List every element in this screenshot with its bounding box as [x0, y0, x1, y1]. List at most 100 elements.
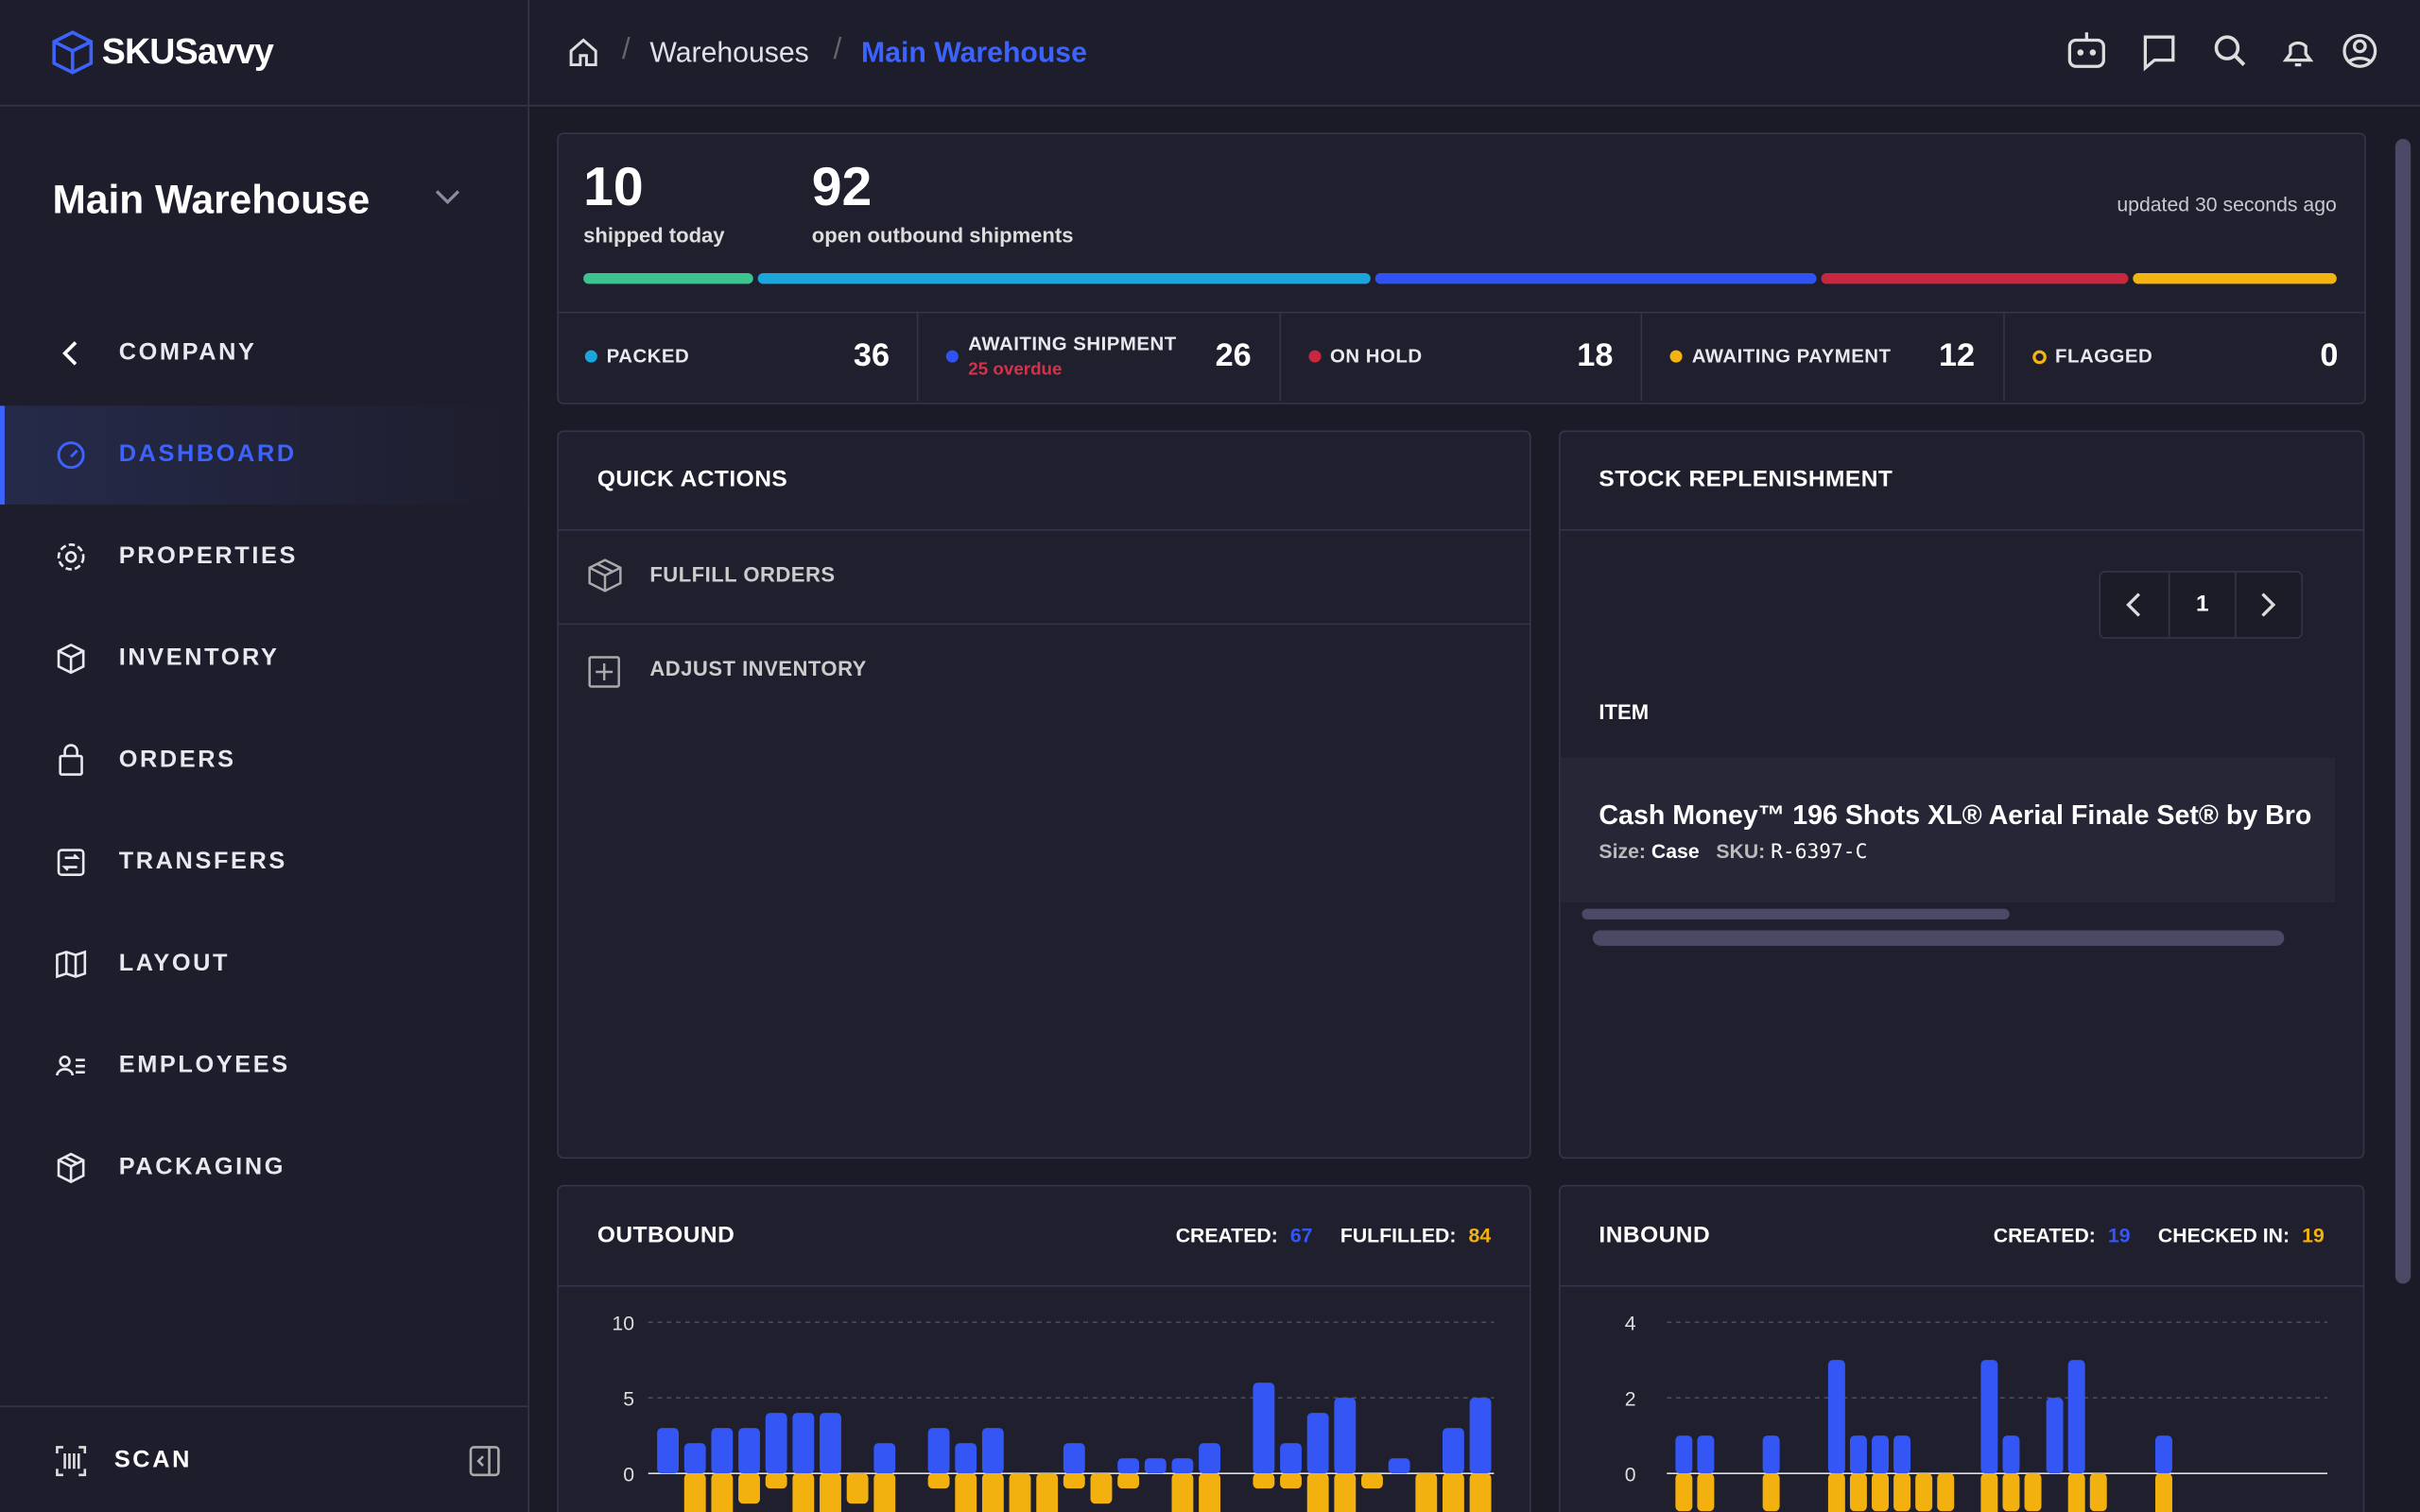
fulfilled-bar	[927, 1473, 950, 1489]
warehouse-name[interactable]: Main Warehouse	[52, 176, 371, 223]
status-dot	[1669, 350, 1683, 363]
next-page[interactable]	[2255, 591, 2279, 618]
created-bar	[1872, 1435, 1889, 1474]
status-value: 0	[2320, 337, 2339, 374]
created-bar	[1893, 1435, 1911, 1474]
stock-row[interactable]: Cash Money™ 196 Shots XL® Aerial Finale …	[1560, 757, 2336, 903]
y-tick-label: 10	[612, 1313, 634, 1334]
fulfilled-bar	[1849, 1473, 1867, 1512]
nav-item[interactable]: LAYOUT	[0, 915, 527, 1013]
y-tick-label: 0	[1625, 1464, 1636, 1486]
nav-item[interactable]: INVENTORY	[0, 610, 527, 708]
nav-item[interactable]: TRANSFERS	[0, 813, 527, 911]
fulfilled-bar	[2089, 1473, 2107, 1512]
fulfilled-bar	[2024, 1473, 2042, 1512]
stat-name: CHECKED IN:	[2157, 1223, 2290, 1247]
page-scrollbar[interactable]	[2394, 138, 2411, 1284]
separator: /	[833, 33, 842, 67]
card-title: QUICK ACTIONS	[596, 466, 788, 492]
action-label[interactable]: ADJUST INVENTORY	[649, 657, 867, 680]
progress-segment	[1374, 272, 1818, 284]
breadcrumb[interactable]: Warehouses	[649, 35, 809, 68]
divider	[557, 529, 1531, 531]
logo	[52, 30, 94, 75]
created-bar	[2155, 1435, 2172, 1474]
prev-page[interactable]	[2122, 591, 2147, 618]
nav-item[interactable]: ORDERS	[0, 712, 527, 810]
dropdown-icon[interactable]	[434, 188, 461, 207]
status-name: FLAGGED	[2055, 345, 2153, 368]
column-header: ITEM	[1599, 700, 1650, 724]
nav-label: INVENTORY	[118, 644, 280, 672]
fulfilled-bar	[1280, 1473, 1302, 1489]
top-bar: / Warehouses / Main Warehouse	[529, 0, 2420, 107]
fulfilled-bar	[1697, 1473, 1715, 1512]
toolbar-icons[interactable]	[2065, 31, 2389, 75]
fulfilled-bar	[1469, 1473, 1492, 1512]
nav-item[interactable]: PACKAGING	[0, 1119, 527, 1217]
size-value: Case	[1651, 839, 1700, 863]
created-bar	[1171, 1458, 1194, 1474]
home-icon[interactable]	[566, 36, 600, 70]
fulfilled-bar	[820, 1473, 841, 1512]
status-name: AWAITING SHIPMENT	[968, 333, 1177, 355]
status-dot	[584, 350, 597, 363]
created-bar	[1675, 1435, 1693, 1474]
fulfilled-bar	[711, 1473, 734, 1512]
nav-item[interactable]: PROPERTIES	[0, 507, 527, 606]
progress-segment	[583, 272, 754, 284]
fulfilled-bar	[1980, 1473, 1998, 1512]
status-dot	[946, 350, 959, 363]
created-bar	[1144, 1458, 1167, 1474]
fulfilled-bar	[873, 1473, 896, 1512]
created-bar	[1827, 1360, 1845, 1474]
created-bar	[1334, 1398, 1357, 1474]
fulfilled-bar	[1675, 1473, 1693, 1512]
status-dot	[2031, 349, 2047, 364]
status-text: AWAITING SHIPMENT 25 overdue	[968, 334, 1176, 380]
fulfilled-bar	[738, 1473, 760, 1504]
scrollbar[interactable]	[1592, 930, 2285, 946]
sidebar: SKUSavvy Main Warehouse COMPANY SCAN DAS…	[0, 0, 529, 1512]
created-bar	[1388, 1458, 1410, 1474]
fulfilled-bar	[1009, 1473, 1031, 1512]
item-name: Cash Money™ 196 Shots XL® Aerial Finale …	[1599, 799, 2312, 831]
fulfilled-bar	[1443, 1473, 1464, 1512]
sku-label: SKU:	[1716, 839, 1766, 863]
status-value: 36	[853, 337, 890, 374]
divider	[1558, 1285, 2365, 1287]
status-cell: FLAGGED 0	[2004, 312, 2366, 402]
created-bar	[1762, 1435, 1780, 1474]
nav-label: ORDERS	[118, 747, 236, 773]
fulfilled-bar	[846, 1473, 869, 1504]
nav-icon	[57, 849, 85, 877]
stat-total: 19	[2107, 1223, 2131, 1247]
nav-icon	[57, 643, 85, 675]
created-bar	[738, 1428, 760, 1474]
nav-label: LAYOUT	[118, 950, 231, 977]
fulfilled-bar	[1171, 1473, 1194, 1512]
status-name: ON HOLD	[1330, 345, 1423, 368]
fulfilled-bar	[1762, 1473, 1780, 1512]
created-bar	[711, 1428, 734, 1474]
created-bar	[873, 1443, 896, 1474]
created-bar	[1117, 1458, 1140, 1474]
created-bar	[2002, 1435, 2020, 1474]
scan-icon	[56, 1446, 87, 1477]
progress-segment	[1822, 272, 2129, 284]
scan-label[interactable]: SCAN	[113, 1447, 192, 1474]
status-name: PACKED	[606, 345, 690, 368]
nav-item[interactable]: DASHBOARD	[0, 405, 528, 505]
fulfilled-bar	[683, 1473, 706, 1512]
action-label[interactable]: FULFILL ORDERS	[649, 562, 836, 587]
scrollbar[interactable]	[1582, 908, 2010, 920]
pagination: 1	[2099, 571, 2303, 639]
fulfilled-bar	[1036, 1473, 1059, 1512]
shipped-count: 10	[583, 157, 644, 218]
nav-back[interactable]: COMPANY	[0, 304, 527, 403]
collapse-icon[interactable]	[468, 1444, 502, 1478]
nav-item[interactable]: EMPLOYEES	[0, 1017, 527, 1115]
created-bar	[981, 1428, 1004, 1474]
fulfilled-bar	[955, 1473, 977, 1512]
created-bar	[1199, 1443, 1221, 1474]
